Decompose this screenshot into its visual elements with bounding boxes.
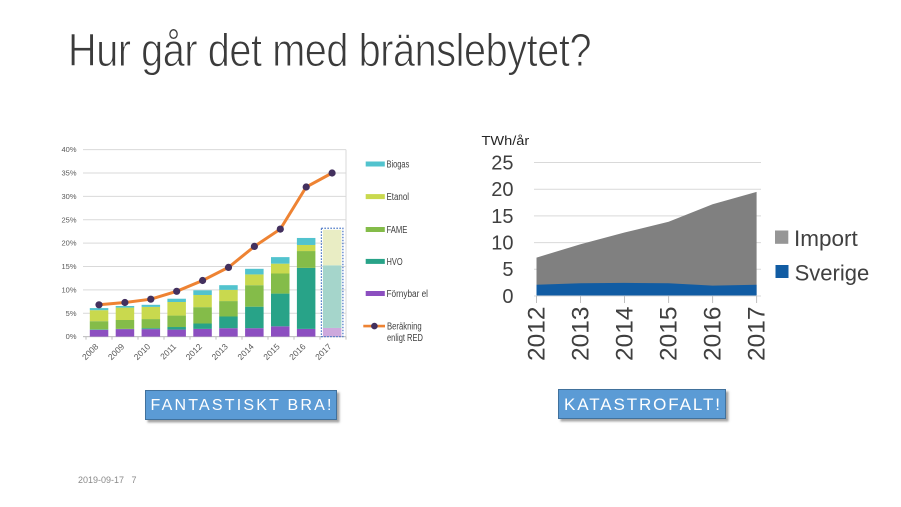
svg-text:enligt RED: enligt RED [387,333,423,344]
svg-text:TWh/år: TWh/år [482,133,531,148]
svg-text:30%: 30% [61,192,76,201]
svg-text:2008: 2008 [80,341,101,362]
svg-text:0%: 0% [66,332,77,341]
svg-text:2013: 2013 [568,306,595,361]
svg-text:HVO: HVO [387,257,403,268]
svg-text:25: 25 [491,152,513,174]
svg-text:2017: 2017 [313,341,334,362]
svg-text:Beräkning: Beräkning [387,322,422,333]
svg-text:5: 5 [502,259,513,281]
svg-text:2010: 2010 [132,341,153,362]
svg-text:2012: 2012 [184,341,205,362]
svg-text:2015: 2015 [656,306,683,361]
svg-text:2015: 2015 [261,341,282,362]
svg-text:5%: 5% [66,309,77,318]
svg-text:2012: 2012 [524,306,551,361]
svg-text:10: 10 [491,233,513,255]
svg-text:20%: 20% [61,239,76,248]
svg-text:2016: 2016 [700,306,727,361]
svg-text:Etanol: Etanol [387,192,410,203]
svg-text:Import: Import [794,226,859,251]
svg-text:15%: 15% [61,262,76,271]
svg-text:40%: 40% [61,145,76,154]
svg-text:15: 15 [491,206,513,228]
svg-text:FAME: FAME [387,225,408,236]
svg-text:Biogas: Biogas [387,159,410,170]
svg-text:2016: 2016 [287,341,308,362]
svg-text:2009: 2009 [106,341,127,362]
svg-text:0: 0 [502,286,513,308]
svg-text:10%: 10% [61,286,76,295]
svg-text:Sverige: Sverige [795,260,870,285]
svg-text:2017: 2017 [744,306,771,361]
svg-text:25%: 25% [61,215,76,224]
svg-text:20: 20 [491,179,513,201]
svg-text:2014: 2014 [612,306,639,361]
svg-text:2014: 2014 [235,341,256,362]
svg-text:Förnybar el: Förnybar el [387,289,429,300]
svg-text:35%: 35% [61,169,76,178]
svg-text:2011: 2011 [158,341,178,361]
svg-text:2013: 2013 [209,341,230,362]
